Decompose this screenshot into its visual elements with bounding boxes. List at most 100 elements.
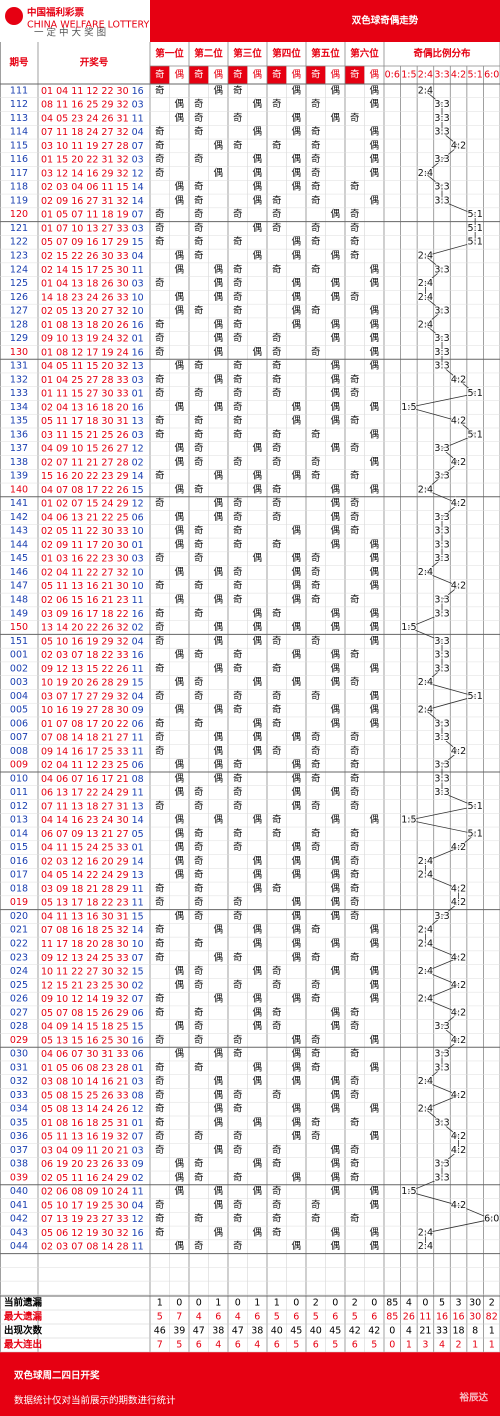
numbers: 05 13 15 16 25 30 16: [41, 1035, 144, 1046]
parity-mark: 偶: [291, 731, 301, 743]
period: 149: [10, 608, 28, 619]
parity-mark: 奇: [155, 1075, 165, 1087]
stat-value: 1: [254, 1298, 260, 1309]
numbers: 05 11 13 16 19 32 07: [41, 1131, 144, 1142]
parity-mark: 偶: [330, 84, 340, 96]
parity-mark: 偶: [213, 635, 223, 647]
parity-mark: 奇: [194, 910, 204, 922]
parity-mark: 偶: [291, 1061, 301, 1073]
parity-mark: 偶: [213, 814, 223, 826]
blue-ball: 02: [132, 980, 144, 991]
parity-mark: 偶: [330, 415, 340, 427]
parity-mark: 奇: [233, 277, 243, 289]
parity-mark: 奇: [272, 442, 282, 454]
parity-mark: 奇: [194, 456, 204, 468]
stat-value: 1: [472, 1340, 478, 1351]
red-balls: 02 15 22 26 30 33: [41, 251, 129, 262]
period: 040: [10, 1186, 28, 1197]
parity-mark: 奇: [233, 497, 243, 509]
parity-mark: 奇: [233, 566, 243, 578]
parity-mark: 偶: [252, 194, 262, 206]
parity-mark: 偶: [291, 112, 301, 124]
red-balls: 02 06 15 16 21 23: [41, 595, 129, 606]
period: 124: [10, 264, 28, 275]
ratio-mark: 2:4: [418, 705, 433, 716]
parity-mark: 偶: [213, 318, 223, 330]
period: 011: [10, 787, 28, 798]
parity-mark: 奇: [233, 594, 243, 606]
parity-mark: 奇: [233, 263, 243, 275]
period: 013: [10, 815, 28, 826]
ratio-column-label: 3:3: [434, 70, 449, 81]
red-balls: 03 04 09 11 20 21: [41, 1145, 129, 1156]
numbers: 09 10 12 14 19 32 07: [41, 994, 144, 1005]
parity-mark: 奇: [233, 1048, 243, 1060]
parity-mark: 奇: [155, 1089, 165, 1101]
parity-mark: 奇: [155, 621, 165, 633]
parity-mark: 偶: [291, 649, 301, 661]
parity-mark: 奇: [350, 1171, 360, 1183]
parity-mark: 奇: [155, 208, 165, 220]
stat-value: 85: [386, 1312, 398, 1323]
parity-mark: 偶: [213, 704, 223, 716]
period: 134: [10, 402, 28, 413]
ratio-mark: 4:2: [451, 1200, 466, 1211]
parity-mark: 偶: [252, 1226, 262, 1238]
period: 021: [10, 925, 28, 936]
period: 125: [10, 278, 28, 289]
ratio-mark: 4:2: [451, 1131, 466, 1142]
red-balls: 01 04 25 27 28 33: [41, 374, 129, 385]
numbers: 05 07 09 16 17 29 15: [41, 237, 144, 248]
period: 120: [10, 209, 28, 220]
parity-mark: 奇: [233, 1103, 243, 1115]
parity-mark: 偶: [174, 869, 184, 881]
stat-value: 5: [293, 1340, 299, 1351]
parity-mark: 奇: [194, 1213, 204, 1225]
ratio-mark: 6:0: [484, 1214, 499, 1225]
parity-mark: 偶: [330, 1171, 340, 1183]
period: 136: [10, 429, 28, 440]
parity-mark: 偶: [174, 979, 184, 991]
blue-ball: 03: [132, 553, 144, 564]
blue-ball: 06: [132, 760, 144, 771]
parity-mark: 奇: [311, 566, 321, 578]
red-balls: 05 08 13 14 24 26: [41, 1104, 129, 1115]
parity-mark: 偶: [330, 649, 340, 661]
parity-mark: 偶: [291, 401, 301, 413]
parity-mark: 奇: [155, 607, 165, 619]
parity-mark: 偶: [291, 841, 301, 853]
red-balls: 03 10 11 19 27 28: [41, 140, 129, 151]
parity-mark: 奇: [272, 635, 282, 647]
parity-mark: 奇: [194, 1171, 204, 1183]
parity-mark: 奇: [155, 84, 165, 96]
red-balls: 04 05 14 22 24 29: [41, 870, 129, 881]
parity-mark: 奇: [272, 360, 282, 372]
footer-title: 双色球周二四日开奖: [13, 1370, 100, 1382]
red-balls: 04 07 08 17 22 26: [41, 484, 129, 495]
ratio-mark: 3:3: [434, 911, 449, 922]
red-balls: 04 06 13 21 22 25: [41, 512, 129, 523]
parity-mark: 偶: [330, 869, 340, 881]
period: 022: [10, 939, 28, 950]
period: 122: [10, 237, 28, 248]
parity-mark: 偶: [330, 1020, 340, 1032]
parity-mark: 奇: [311, 1213, 321, 1225]
period: 003: [10, 677, 28, 688]
parity-mark: 偶: [252, 470, 262, 482]
numbers: 04 11 13 16 30 31 15: [41, 911, 144, 922]
numbers: 04 06 07 16 17 21 08: [41, 773, 144, 784]
parity-mark: 奇: [194, 1061, 204, 1073]
parity-mark: 偶: [291, 910, 301, 922]
stat-value: 0: [196, 1298, 202, 1309]
parity-mark: 奇: [194, 236, 204, 248]
parity-mark: 偶: [330, 1144, 340, 1156]
ratio-column-label: 4:2: [451, 70, 466, 81]
numbers: 03 11 15 21 25 26 03: [41, 429, 144, 440]
parity-mark: 偶: [291, 924, 301, 936]
blue-ball: 11: [132, 746, 144, 757]
parity-mark: 偶: [369, 1034, 379, 1046]
numbers: 02 03 04 06 11 15 14: [41, 182, 144, 193]
blue-ball: 15: [132, 911, 144, 922]
parity-mark: 偶: [174, 538, 184, 550]
footer-brand: 裕辰达: [458, 1392, 488, 1404]
